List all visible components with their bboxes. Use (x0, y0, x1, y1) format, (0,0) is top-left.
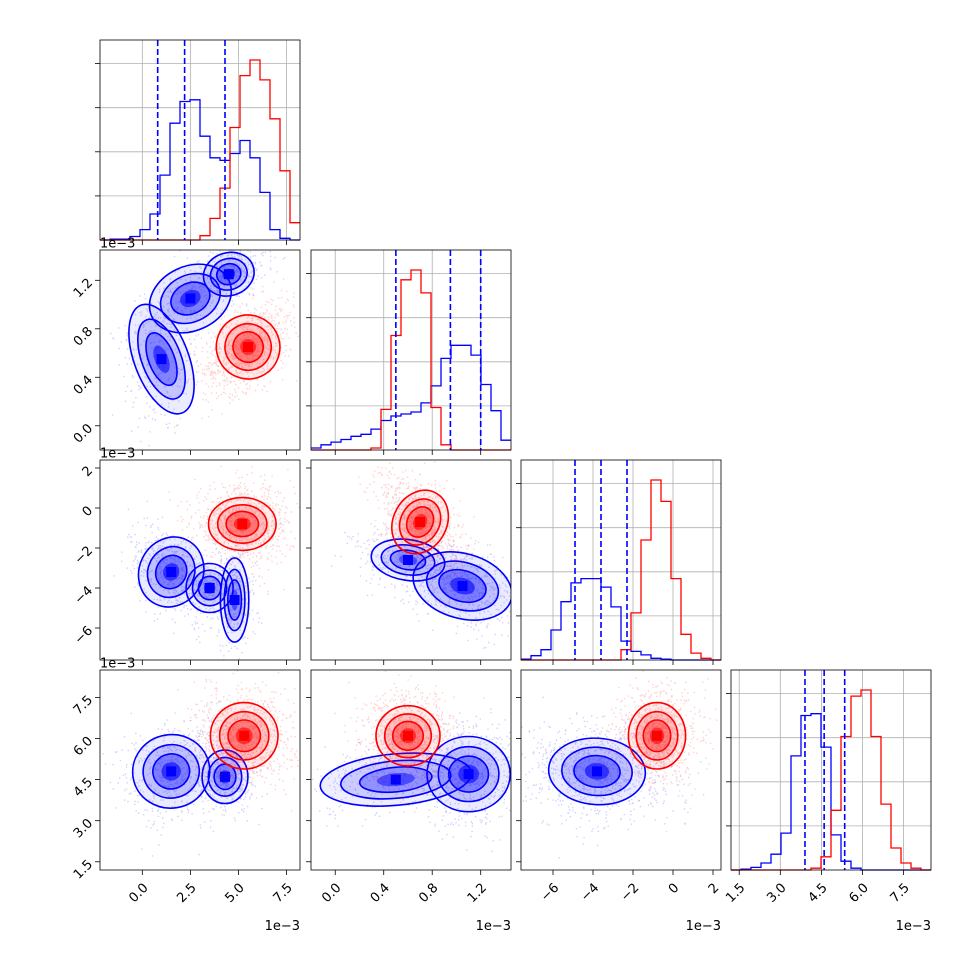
y-tick-label: −6 (72, 623, 96, 647)
red-density-peak (239, 730, 250, 741)
joint-panel-1-0 (99, 249, 301, 451)
blue-histogram-0 (100, 99, 300, 241)
y-tick-label: 6.0 (71, 734, 96, 759)
blue-density-peak (403, 555, 413, 565)
red-scatter-points (334, 670, 485, 803)
joint-panel-2-1 (310, 459, 512, 661)
red-density-peak (403, 730, 413, 741)
blue-density-peak (204, 583, 215, 593)
x-tick-label: 1.2 (465, 881, 490, 906)
y-tick-label: 1.2 (71, 276, 96, 301)
blue-scatter-points (312, 708, 511, 852)
blue-density-peak (220, 771, 230, 782)
x-tick-label: 7.5 (888, 881, 913, 906)
y-tick-label: 4.5 (71, 775, 96, 800)
x-tick-label: −4 (578, 881, 602, 905)
x-tick-label: 1.5 (723, 881, 748, 906)
panel-frame (310, 669, 512, 871)
y-tick-label: 7.5 (71, 693, 96, 718)
x-tick-label: 0.8 (416, 881, 441, 906)
y-tick-label: 0 (80, 503, 96, 519)
panel-frame (99, 669, 301, 871)
x-offset-label: 1e−3 (265, 919, 300, 934)
x-tick-label: 5.0 (222, 881, 247, 906)
panel-frame (310, 249, 512, 451)
marginal-panel-0 (95, 39, 301, 241)
red-density-peak (237, 519, 248, 529)
blue-scatter-points (110, 250, 286, 447)
blue-density-peak (166, 567, 177, 577)
y-tick-label: 0.4 (71, 373, 96, 398)
y-offset-label: 1e−3 (100, 656, 135, 671)
x-tick-label: 0.0 (319, 881, 344, 906)
y-tick-label: −4 (72, 583, 96, 607)
blue-scatter-points (330, 514, 511, 649)
blue-density-peak (457, 581, 468, 591)
x-tick-label: −2 (618, 881, 642, 905)
x-tick-label: 2.5 (174, 881, 199, 906)
blue-density-peak (463, 769, 474, 780)
x-tick-label: 3.0 (764, 881, 789, 906)
y-tick-label: 2 (80, 463, 96, 479)
x-tick-label: 0.0 (126, 881, 151, 906)
joint-panel-3-0 (99, 669, 301, 871)
x-tick-label: 2 (706, 881, 722, 897)
blue-density-peak (166, 766, 177, 777)
panel-frame (99, 249, 301, 451)
blue-density-peak (592, 766, 602, 777)
panel-frame (730, 669, 932, 871)
joint-panel-3-1 (310, 669, 512, 871)
red-density-peak (243, 342, 254, 352)
x-offset-label: 1e−3 (476, 919, 511, 934)
panel-frame (520, 669, 722, 871)
y-tick-label: 1.5 (71, 857, 96, 882)
blue-density-peak (223, 269, 234, 280)
blue-density-peak (229, 595, 240, 605)
x-tick-label: 0 (666, 881, 682, 897)
blue-density-peak (156, 354, 167, 365)
panel-frame (310, 459, 512, 661)
marginal-panel-3 (726, 669, 932, 871)
x-tick-label: −6 (538, 881, 562, 905)
y-tick-label: 0.8 (71, 324, 96, 349)
y-tick-label: 3.0 (71, 816, 96, 841)
panel-frame (520, 459, 722, 661)
marginal-panel-1 (306, 249, 512, 451)
joint-panel-2-0 (99, 459, 301, 661)
x-tick-label: 4.5 (805, 881, 830, 906)
blue-density-peak (185, 293, 196, 304)
x-offset-label: 1e−3 (686, 919, 721, 934)
y-offset-label: 1e−3 (100, 446, 135, 461)
blue-scatter-points (521, 696, 705, 859)
y-offset-label: 1e−3 (100, 236, 135, 251)
x-offset-label: 1e−3 (896, 919, 931, 934)
x-tick-label: 7.5 (271, 881, 296, 906)
y-tick-label: 0.0 (71, 421, 96, 446)
y-tick-label: −2 (72, 543, 96, 567)
panel-frame (99, 39, 301, 241)
red-density-peak (652, 730, 662, 741)
joint-panel-3-2 (520, 669, 722, 871)
panel-frame (99, 459, 301, 661)
marginal-panel-2 (516, 459, 722, 661)
blue-histogram-1 (311, 344, 511, 449)
x-tick-label: 0.4 (368, 881, 393, 906)
red-density-peak (415, 517, 426, 527)
blue-histogram-2 (521, 577, 721, 661)
blue-density-peak (390, 774, 401, 785)
x-tick-label: 6.0 (847, 881, 872, 906)
